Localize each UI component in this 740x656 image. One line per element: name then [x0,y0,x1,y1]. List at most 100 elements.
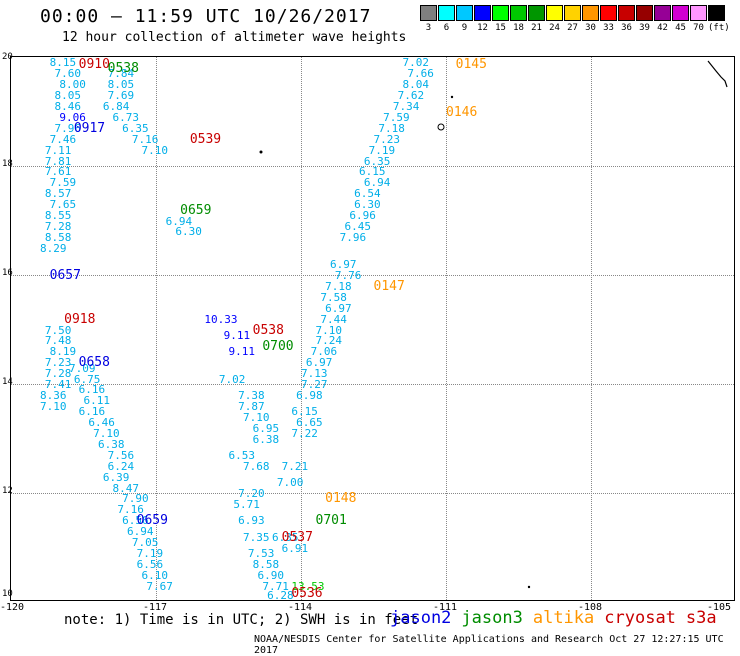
lon-tick-label: -108 [578,602,603,613]
swh-value: 6.10 [141,568,169,582]
swh-value: 7.05 [131,536,159,550]
swh-value: 7.96 [54,121,82,135]
swh-value: 7.02 [218,372,246,386]
swh-value: 8.55 [44,209,72,223]
scale-swatch [654,5,671,21]
scale-swatch [672,5,689,21]
swh-value: 6.97 [305,356,333,370]
swh-value: 9.06 [59,110,86,124]
swh-value: 7.60 [54,67,82,81]
swh-value: 8.58 [44,230,72,244]
scale-label: 39 [639,23,650,33]
scale-swatch [582,5,599,21]
scale-label: 70 [693,23,704,33]
swh-value: 8.57 [44,187,72,201]
gridline-lat [11,275,734,276]
swh-value: 6.75 [73,372,101,386]
swh-value: 7.87 [238,399,265,413]
pass-time-label: 0659 [180,202,212,218]
legend-entry: cryosat [604,608,676,628]
scale-label: 18 [513,23,524,33]
lat-tick-label: 16 [2,268,13,278]
pass-time-label: 0910 [78,57,110,72]
swh-value: 6.35 [272,530,299,544]
swh-value: 7.71 [262,579,289,593]
scale-swatch [546,5,563,21]
swh-value: 6.35 [122,121,149,135]
scale-label: 33 [603,23,614,33]
swh-value: 7.02 [402,56,430,70]
scale-label: 24 [549,23,560,33]
swh-value: 6.94 [363,176,391,190]
pass-time-label: 0701 [315,513,347,529]
swh-value: 7.96 [339,230,367,244]
swh-value: 6.45 [344,219,372,233]
scale-label: 9 [461,23,468,33]
pass-time-label: 0917 [73,120,106,136]
swh-value: 7.48 [44,334,72,348]
swh-value: 7.28 [44,367,72,381]
scale-swatch [420,5,437,21]
swh-value: 8.05 [54,89,82,103]
swh-value: 7.24 [315,334,343,348]
swh-value: 7.65 [49,198,77,212]
lon-tick-label: -105 [707,602,732,613]
swh-value: 8.36 [40,388,67,402]
swh-value: 7.69 [107,89,135,103]
swh-value: 6.15 [359,165,386,179]
swh-value: 7.10 [141,143,169,157]
swh-value: 7.19 [368,143,396,157]
swh-value: 6.11 [83,394,111,408]
swh-value: 6.97 [325,301,352,315]
pass-time-label: 0657 [49,268,81,283]
swh-value: 7.76 [334,269,362,282]
swh-value: 7.18 [325,279,352,293]
scale-swatch [510,5,527,21]
swh-value: 7.18 [378,121,405,135]
swh-value: 6.53 [228,448,256,462]
swh-value: 13.53 [291,579,325,593]
swh-value: 7.13 [301,367,328,381]
swh-value: 7.50 [44,323,72,337]
pass-time-label: 0659 [136,513,168,529]
swh-value: 8.29 [40,241,67,255]
legend-entry: s3a [685,608,717,628]
lon-tick-label: -111 [433,602,458,613]
gridline-lon [591,57,592,600]
swh-value: 6.38 [98,437,125,451]
swh-value: 7.66 [407,67,434,81]
pass-time-label: 0658 [78,355,110,371]
swh-value: 8.05 [107,78,135,92]
legend-entry: jason2 [390,608,452,628]
swh-value: 6.28 [267,589,294,602]
gridline-lat [11,166,734,167]
gridline-lon [301,57,302,600]
scale-swatch [492,5,509,21]
scale-swatch [474,5,491,21]
pass-time-label: 0538 [252,322,284,338]
swh-value: 7.41 [44,378,72,391]
lon-tick-label: -120 [0,602,25,613]
pass-time-label: 0700 [262,338,294,354]
pass-time-label: 0147 [373,278,405,294]
scale-label: (ft) [708,23,730,33]
scale-swatch [636,5,653,21]
swh-value: 6.65 [296,416,323,430]
swh-value: 6.46 [88,416,115,430]
note-text: note: 1) Time is in UTC; 2) SWH is in fe… [64,612,419,628]
swh-value: 7.19 [136,546,164,560]
swh-value: 7.58 [320,290,347,304]
swh-value: 7.09 [69,361,96,375]
scale-label: 15 [495,23,506,33]
swh-value: 6.35 [363,154,391,168]
swh-value: 6.97 [330,258,357,272]
pass-time-label: 0145 [455,57,487,72]
swh-value: 7.10 [40,399,67,413]
gridline-lon [156,57,157,600]
swh-value: 6.94 [165,214,193,228]
swh-value: 6.56 [122,514,149,528]
swh-value: 8.15 [49,56,77,70]
swh-value: 7.16 [131,132,159,146]
lat-tick-label: 12 [2,486,13,496]
pass-time-label: 0536 [291,586,323,601]
